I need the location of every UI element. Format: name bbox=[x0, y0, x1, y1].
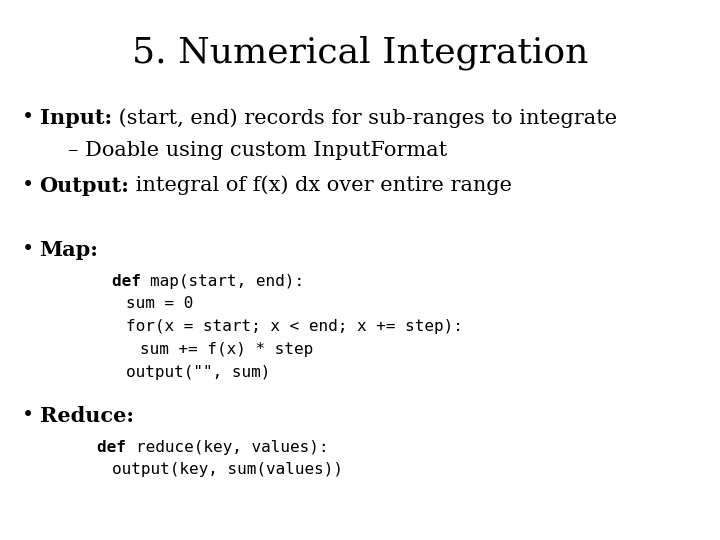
Text: •: • bbox=[22, 108, 34, 127]
Text: output("", sum): output("", sum) bbox=[126, 364, 271, 380]
Text: Output:: Output: bbox=[40, 176, 130, 195]
Text: map(start, end):: map(start, end): bbox=[150, 274, 304, 289]
Text: sum = 0: sum = 0 bbox=[126, 296, 194, 312]
Text: •: • bbox=[22, 176, 34, 194]
Text: output(key, sum(values)): output(key, sum(values)) bbox=[112, 462, 343, 477]
Text: 5. Numerical Integration: 5. Numerical Integration bbox=[132, 35, 588, 70]
Text: •: • bbox=[22, 406, 34, 425]
Text: Input:: Input: bbox=[40, 108, 112, 128]
Text: •: • bbox=[22, 240, 34, 259]
Text: – Doable using custom InputFormat: – Doable using custom InputFormat bbox=[68, 141, 448, 160]
Text: (start, end) records for sub-ranges to integrate: (start, end) records for sub-ranges to i… bbox=[112, 108, 617, 127]
Text: Map:: Map: bbox=[40, 240, 99, 260]
Text: reduce(key, values):: reduce(key, values): bbox=[135, 440, 328, 455]
Text: def: def bbox=[112, 274, 150, 289]
Text: for(x = start; x < end; x += step):: for(x = start; x < end; x += step): bbox=[126, 319, 463, 334]
Text: Reduce:: Reduce: bbox=[40, 406, 134, 426]
Text: def: def bbox=[97, 440, 135, 455]
Text: integral of f(x) dx over entire range: integral of f(x) dx over entire range bbox=[130, 176, 513, 195]
Text: sum += f(x) * step: sum += f(x) * step bbox=[140, 342, 314, 357]
